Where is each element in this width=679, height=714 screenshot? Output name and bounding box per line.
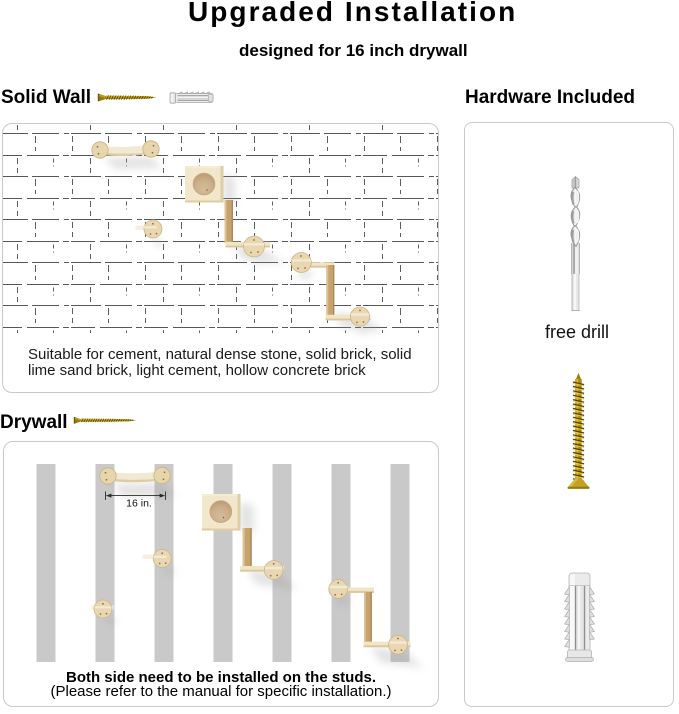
svg-text:16 in.: 16 in. — [126, 498, 152, 510]
